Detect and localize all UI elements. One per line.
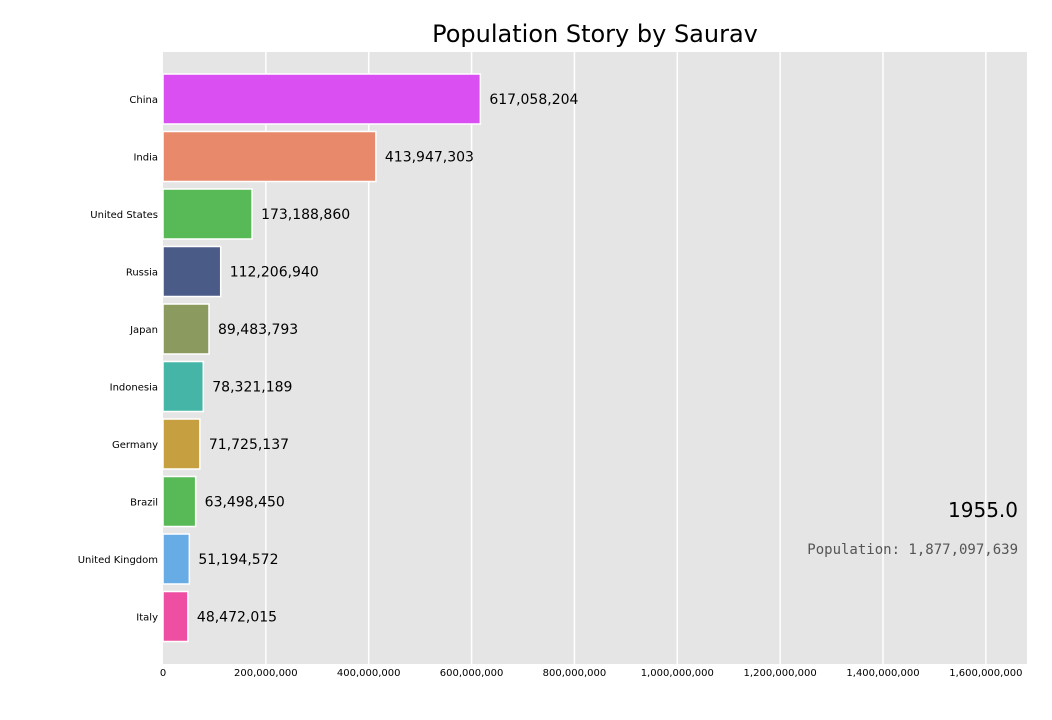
value-label: 617,058,204 <box>489 92 578 108</box>
bar-germany <box>162 418 201 470</box>
bar-brazil <box>162 475 197 528</box>
category-label: Japan <box>129 325 158 336</box>
bar-india <box>162 130 377 183</box>
value-labels: 617,058,204 413,947,303 173,188,860 112,206… <box>197 92 579 626</box>
x-tick-label: 1,400,000,000 <box>846 668 919 679</box>
category-label: United States <box>90 210 158 221</box>
chart-title: Population Story by Saurav <box>432 20 758 48</box>
value-label: 78,321,189 <box>212 380 292 396</box>
value-label: 71,725,137 <box>209 437 289 453</box>
category-label: Italy <box>136 613 158 624</box>
year-label: 1955.0 <box>948 498 1018 522</box>
bars <box>162 73 482 643</box>
category-label: Russia <box>126 268 158 279</box>
category-label: Indonesia <box>110 383 158 394</box>
x-tick-label: 600,000,000 <box>440 668 504 679</box>
bar-china <box>162 73 482 125</box>
category-label: India <box>133 153 158 164</box>
value-label: 173,188,860 <box>261 207 350 223</box>
bar-united-states <box>162 188 253 240</box>
bar-russia <box>162 245 222 298</box>
value-label: 89,483,793 <box>218 322 298 338</box>
x-tick-label: 1,600,000,000 <box>949 668 1022 679</box>
value-label: 48,472,015 <box>197 610 277 626</box>
total-population-label: Population: 1,877,097,639 <box>807 542 1018 558</box>
bar-united-kingdom <box>162 533 191 585</box>
bar-indonesia <box>162 360 205 413</box>
x-tick-label: 1,000,000,000 <box>641 668 714 679</box>
category-label: United Kingdom <box>78 555 158 566</box>
category-labels: China India United States Russia Japan Indone… <box>78 95 158 624</box>
category-label: Brazil <box>130 498 158 509</box>
value-label: 413,947,303 <box>385 150 474 166</box>
category-label: China <box>129 95 158 106</box>
value-label: 51,194,572 <box>198 552 278 568</box>
x-tick-label: 400,000,000 <box>337 668 401 679</box>
value-label: 63,498,450 <box>205 495 285 511</box>
x-tick-label: 0 <box>160 668 166 679</box>
bar-japan <box>162 303 210 355</box>
category-label: Germany <box>112 440 158 451</box>
bar-italy <box>162 590 189 643</box>
x-tick-label: 800,000,000 <box>543 668 607 679</box>
value-label: 112,206,940 <box>230 265 319 281</box>
x-tick-label: 1,200,000,000 <box>744 668 817 679</box>
x-tick-label: 200,000,000 <box>234 668 298 679</box>
x-axis-ticks: 0 200,000,000 400,000,000 600,000,000 800,00… <box>160 668 1023 679</box>
